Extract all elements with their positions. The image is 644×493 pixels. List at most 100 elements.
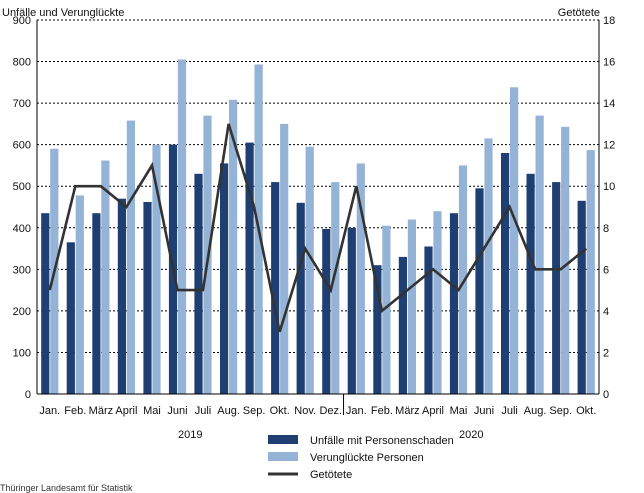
bar-verunglueckte: [280, 123, 289, 395]
bar-unfaelle: [501, 153, 510, 394]
x-tick-label: Sep.: [243, 405, 266, 417]
x-tick-label: Feb.: [64, 405, 86, 417]
bar-verunglueckte: [433, 211, 442, 394]
legend-label: Unfälle mit Personenschaden: [310, 435, 454, 447]
legend-label: Getötete: [310, 469, 352, 481]
y-axis-labels: 0 100 200 300 400 500 600 700 800 900: [13, 15, 31, 401]
bar-verunglueckte: [535, 115, 544, 394]
y2-tick-label: 10: [603, 181, 615, 193]
bar-verunglueckte: [561, 126, 570, 395]
y-tick-label: 400: [13, 223, 31, 235]
bar-unfaelle: [117, 198, 126, 394]
bar-unfaelle: [475, 188, 484, 394]
x-tick-label: Dez.: [319, 405, 342, 417]
bar-verunglueckte: [126, 120, 135, 394]
bar-verunglueckte: [586, 150, 595, 394]
y2-axis-labels: 0 2 4 6 8 10 12 14 16 18: [603, 15, 615, 401]
bar-unfaelle: [424, 246, 433, 394]
y-tick-label: 100: [13, 347, 31, 359]
bar-unfaelle: [347, 227, 356, 394]
x-tick-label: Nov.: [294, 405, 316, 417]
x-tick-label: Okt.: [270, 405, 290, 417]
bar-unfaelle: [322, 229, 331, 394]
bar-unfaelle: [577, 200, 586, 394]
year-label: 2019: [178, 429, 202, 441]
y2-tick-label: 14: [603, 98, 615, 110]
y-tick-label: 0: [25, 389, 31, 401]
x-tick-label: März: [395, 405, 419, 417]
y2-tick-label: 0: [603, 389, 609, 401]
axes: [36, 20, 600, 415]
bar-verunglueckte: [382, 225, 391, 394]
y2-tick-label: 16: [603, 57, 615, 69]
bar-verunglueckte: [458, 165, 468, 394]
bar-verunglueckte: [152, 144, 161, 394]
right-axis-title: Getötete: [558, 7, 600, 19]
y2-tick-label: 12: [603, 140, 615, 152]
x-tick-label: Aug.: [217, 405, 240, 417]
x-tick-label: Juni: [474, 405, 494, 417]
x-tick-label: April: [422, 405, 444, 417]
bar-verunglueckte: [484, 138, 493, 394]
x-tick-label: Juni: [167, 405, 187, 417]
x-axis-labels: Jan. Feb. März April Mai Juni Juli Aug. Sep. Okt.…: [39, 405, 596, 417]
y-tick-label: 700: [13, 98, 31, 110]
bar-unfaelle: [398, 256, 407, 394]
bar-unfaelle: [271, 182, 280, 394]
x-tick-label: Aug.: [524, 405, 547, 417]
bar-verunglueckte: [75, 195, 84, 394]
y-tick-label: 300: [13, 264, 31, 276]
bar-verunglueckte: [229, 99, 238, 395]
x-tick-label: Feb.: [371, 405, 393, 417]
bar-unfaelle: [194, 173, 203, 394]
x-tick-label: März: [89, 405, 113, 417]
x-tick-label: Mai: [450, 405, 468, 417]
bar-unfaelle: [245, 142, 254, 394]
y2-tick-label: 4: [603, 306, 609, 318]
bar-unfaelle: [373, 265, 382, 394]
line-getoetete: [48, 123, 588, 333]
y-tick-label: 200: [13, 306, 31, 318]
left-axis-title: Unfälle und Verunglückte: [2, 7, 124, 19]
legend-label: Verunglückte Personen: [310, 452, 424, 464]
year-label: 2020: [459, 429, 483, 441]
bar-unfaelle: [143, 202, 152, 394]
bar-verunglueckte: [356, 163, 365, 394]
bar-unfaelle: [449, 213, 459, 394]
bar-verunglueckte: [407, 219, 416, 394]
bar-verunglueckte: [331, 182, 340, 394]
x-tick-label: Okt.: [576, 405, 596, 417]
year-labels: 2019 2020: [178, 429, 483, 441]
x-tick-label: Juli: [195, 405, 212, 417]
x-tick-label: Juli: [501, 405, 518, 417]
bar-unfaelle: [220, 163, 229, 394]
y2-tick-label: 18: [603, 15, 615, 27]
x-tick-label: Mai: [143, 405, 161, 417]
bar-verunglueckte: [177, 59, 187, 394]
x-tick-label: Sep.: [549, 405, 572, 417]
source-note: Thüringer Landesamt für Statistik: [0, 483, 133, 493]
x-tick-label: Jan.: [39, 405, 60, 417]
y-tick-label: 800: [13, 57, 31, 69]
x-tick-label: April: [115, 405, 137, 417]
bar-unfaelle: [296, 202, 305, 394]
bar-unfaelle: [41, 213, 50, 394]
bar-verunglueckte: [101, 160, 110, 394]
y2-tick-label: 8: [603, 223, 609, 235]
bar-unfaelle: [526, 173, 535, 394]
bar-unfaelle: [66, 242, 75, 394]
bar-unfaelle: [92, 213, 101, 394]
y-tick-label: 500: [13, 181, 31, 193]
legend-swatch-verunglueckte: [268, 452, 298, 461]
y-tick-label: 900: [13, 15, 31, 27]
bar-unfaelle: [552, 182, 561, 394]
bar-verunglueckte: [305, 146, 314, 394]
y-tick-label: 600: [13, 140, 31, 152]
line-series: [48, 123, 588, 333]
bars: [41, 59, 595, 395]
y2-tick-label: 2: [603, 347, 609, 359]
legend: Unfälle mit Personenschaden Verunglückte …: [268, 435, 454, 481]
bar-verunglueckte: [510, 87, 519, 395]
y2-tick-label: 6: [603, 264, 609, 276]
